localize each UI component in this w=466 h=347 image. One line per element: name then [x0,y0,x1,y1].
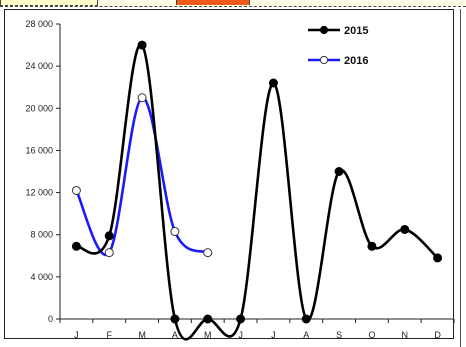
y-tick-label: 4 000 [30,272,53,282]
data-point-2015 [137,40,147,50]
x-tick-label: A [303,330,309,340]
data-point-2015 [104,231,114,241]
y-axis-tick-labels: 0 4 000 8 000 12 000 16 000 20 000 24 000 28 00… [25,19,53,324]
y-tick-label: 8 000 [30,230,53,240]
x-tick-label: F [107,330,113,340]
axes [56,23,455,323]
x-tick-label: N [402,330,409,340]
y-tick-label: 20 000 [25,103,53,113]
x-tick-label: A [172,330,178,340]
series-line-2016 [75,96,209,257]
y-tick-label: 0 [48,314,53,324]
x-tick-label: S [336,330,342,340]
data-point-2015 [203,314,213,324]
x-tick-label: D [434,330,441,340]
data-point-2015 [170,314,180,324]
y-tick-label: 24 000 [25,61,53,71]
legend-label-2015: 2015 [344,25,368,37]
y-tick-label: 16 000 [25,145,53,155]
x-tick-label: M [204,330,212,340]
series-line-2015 [76,43,439,341]
x-tick-label: J [271,330,276,340]
legend-label-2016: 2016 [344,55,368,67]
legend: 2015 2016 [308,25,368,67]
data-point-2016 [170,227,180,237]
right-divider [460,9,461,347]
data-point-2015 [268,78,278,88]
x-tick-label: O [368,330,375,340]
y-tick-label: 28 000 [25,19,53,29]
data-point-2015 [71,241,81,251]
legend-marker-2016 [319,55,329,65]
top-orange-tab [176,0,250,5]
data-point-2016 [203,248,213,258]
chart-frame [4,9,454,339]
data-point-2015 [367,241,377,251]
y-tick-label: 12 000 [25,188,53,198]
x-tick-label: J [74,330,79,340]
data-point-2015 [301,314,311,324]
x-tick-label: M [138,330,146,340]
series-layer [71,40,443,341]
data-point-2015 [433,253,443,263]
data-point-2016 [137,93,147,103]
top-left-tab [0,0,98,6]
data-point-2015 [334,167,344,176]
data-point-2016 [104,248,114,258]
data-point-2015 [400,224,410,234]
data-point-2016 [71,185,81,195]
x-tick-label: J [238,330,243,340]
data-point-2015 [236,314,246,324]
legend-marker-2015 [319,25,329,35]
